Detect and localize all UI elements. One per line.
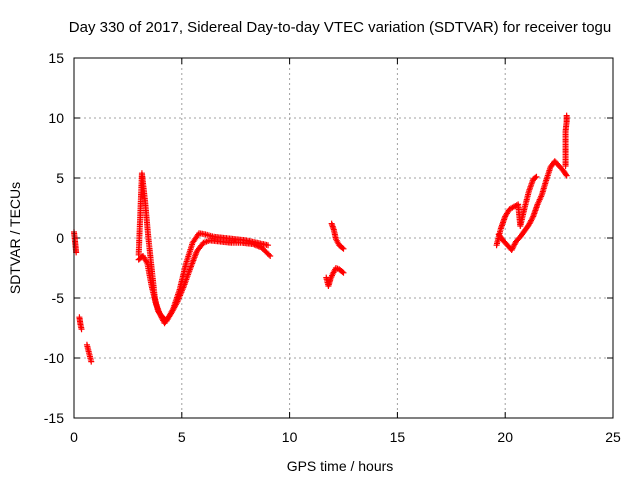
plot-frame [73, 57, 614, 419]
data-point [562, 171, 569, 178]
data-point [267, 253, 274, 259]
grid-lines [74, 58, 613, 418]
y-tick-label: -10 [44, 350, 64, 366]
y-axis-label: SDTVAR / TECUs [7, 182, 23, 294]
x-axis-label: GPS time / hours [287, 458, 394, 474]
y-tick-label: -5 [52, 290, 65, 306]
data-point [340, 269, 347, 276]
x-tick-label: 15 [390, 429, 406, 445]
data-points [71, 112, 570, 365]
data-point [265, 251, 272, 258]
y-tick-label: 5 [56, 170, 64, 186]
data-point [532, 174, 539, 181]
x-tick-label: 20 [497, 429, 513, 445]
y-tick-label: 0 [56, 230, 64, 246]
data-point [78, 326, 85, 333]
x-tick-label: 25 [605, 429, 621, 445]
data-point [563, 112, 570, 119]
data-point [339, 268, 346, 275]
axis-ticks: 0 5 10 15 20 25 -15 -10 -5 0 5 10 15 [44, 50, 621, 445]
data-point [533, 173, 540, 180]
x-tick-label: 0 [70, 429, 78, 445]
data-point [88, 358, 95, 365]
chart-title: Day 330 of 2017, Sidereal Day-to-day VTE… [69, 19, 611, 36]
y-tick-label: 15 [48, 50, 64, 66]
data-point [340, 245, 347, 252]
data-point [563, 172, 570, 179]
x-tick-label: 5 [178, 429, 186, 445]
y-tick-label: 10 [48, 110, 64, 126]
y-tick-label: -15 [44, 410, 64, 426]
data-point [339, 244, 346, 251]
data-point [265, 242, 272, 249]
x-tick-label: 10 [282, 429, 298, 445]
